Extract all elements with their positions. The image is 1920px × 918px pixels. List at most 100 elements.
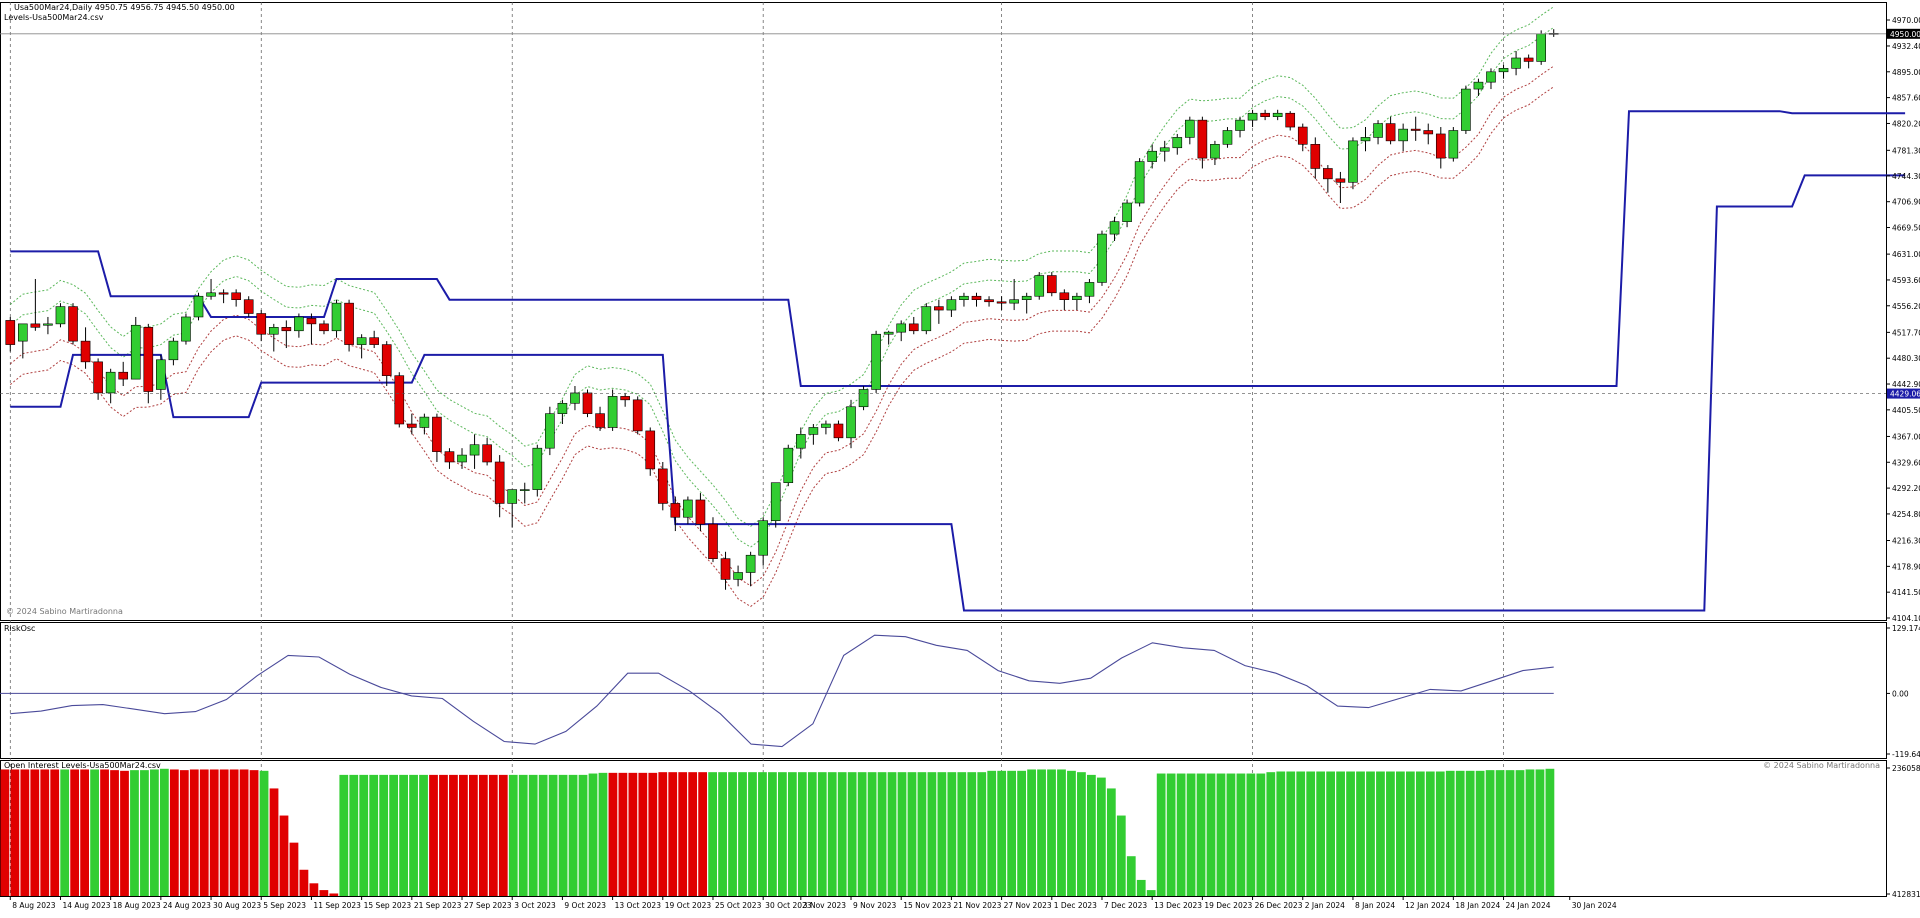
- date-tick-label: 25 Oct 2023: [715, 901, 762, 910]
- date-tick-label: 13 Dec 2023: [1154, 901, 1202, 910]
- open-interest-bar: [648, 773, 657, 896]
- candle-bull: [156, 360, 165, 390]
- date-tick-label: 19 Oct 2023: [665, 901, 712, 910]
- open-interest-bar: [339, 775, 348, 896]
- open-interest-bar: [329, 893, 338, 896]
- open-interest-bar: [389, 775, 398, 896]
- date-tick-label: 13 Oct 2023: [615, 901, 662, 910]
- indicator-title: Levels-Usa500Mar24.csv: [4, 13, 104, 22]
- date-tick-label: 3 Nov 2023: [803, 901, 846, 910]
- open-interest-bar: [359, 775, 368, 896]
- open-interest-bar: [419, 775, 428, 896]
- open-interest-bar: [569, 775, 578, 896]
- candle-bull: [1399, 129, 1408, 141]
- open-interest-bar: [868, 772, 877, 896]
- open-interest-bar: [1366, 771, 1375, 896]
- open-interest-bar: [1286, 771, 1295, 896]
- candle-bull: [1135, 162, 1144, 203]
- candle-bear: [319, 324, 328, 331]
- open-interest-bar: [210, 769, 219, 896]
- open-interest-bar: [698, 772, 707, 896]
- price-tick-label: 4932.40: [1892, 42, 1920, 51]
- open-interest-bar: [1027, 769, 1036, 896]
- price-tick-label: 4857.60: [1892, 94, 1920, 103]
- open-interest-bar: [60, 769, 69, 896]
- open-interest-bar: [280, 816, 289, 896]
- open-interest-bar: [758, 772, 767, 896]
- open-interest-bar: [559, 775, 568, 896]
- candle-bull: [746, 555, 755, 572]
- oi-title: Open Interest Levels-Usa500Mar24.csv: [4, 761, 161, 770]
- open-interest-bar: [260, 771, 269, 896]
- candle-bull: [1160, 148, 1169, 151]
- open-interest-tick-label: 412831.85: [1892, 890, 1920, 899]
- candle-bull: [357, 338, 366, 345]
- candle-bull: [1374, 124, 1383, 138]
- open-interest-bar: [748, 772, 757, 896]
- candle-bull: [520, 490, 529, 491]
- open-interest-bar: [1516, 770, 1525, 896]
- candle-bull: [947, 300, 956, 310]
- open-interest-bar: [100, 769, 109, 896]
- candle-bull: [1085, 282, 1094, 296]
- candle-bull: [1461, 89, 1470, 130]
- candle-bull: [508, 490, 517, 504]
- open-interest-bar: [858, 772, 867, 896]
- open-interest-bar: [429, 775, 438, 896]
- candle-bear: [257, 314, 266, 335]
- candle-bear: [345, 303, 354, 344]
- candle-bear: [621, 396, 630, 399]
- open-interest-bar: [828, 772, 837, 896]
- candle-bear: [1060, 293, 1069, 300]
- candle-bear: [633, 400, 642, 431]
- candle-bear: [1411, 129, 1420, 130]
- open-interest-bar: [130, 770, 139, 896]
- date-tick-label: 30 Aug 2023: [213, 901, 261, 910]
- candle-bull: [1348, 141, 1357, 182]
- open-interest-bar: [628, 773, 637, 896]
- open-interest-bar: [768, 772, 777, 896]
- date-tick-label: 12 Jan 2024: [1405, 901, 1450, 910]
- candle-bear: [1336, 179, 1345, 182]
- date-tick-label: 27 Sep 2023: [464, 901, 512, 910]
- date-tick-label: 8 Jan 2024: [1355, 901, 1395, 910]
- candle-bull: [294, 317, 303, 331]
- candle-bull: [1223, 130, 1232, 144]
- open-interest-bar: [1326, 771, 1335, 896]
- candle-bull: [131, 325, 140, 379]
- candle-bear: [495, 462, 504, 503]
- candle-bear: [1386, 124, 1395, 141]
- candle-bull: [332, 303, 341, 331]
- watermark-oi: © 2024 Sabino Martiradonna: [1763, 761, 1880, 770]
- open-interest-bar: [1067, 771, 1076, 896]
- open-interest-bar: [50, 769, 59, 896]
- price-tick-label: 4895.00: [1892, 68, 1920, 77]
- candle-bear: [144, 327, 153, 391]
- open-interest-bar: [10, 769, 19, 896]
- open-interest-bar: [1037, 769, 1046, 896]
- open-interest-bar: [1127, 856, 1136, 896]
- candle-bear: [583, 393, 592, 414]
- candle-bear: [81, 341, 90, 362]
- candle-bear: [395, 376, 404, 424]
- date-tick-label: 19 Dec 2023: [1204, 901, 1252, 910]
- date-tick-label: 27 Nov 2023: [1004, 901, 1052, 910]
- open-interest-bar: [509, 775, 518, 896]
- open-interest-bar: [957, 772, 966, 896]
- candle-bull: [608, 396, 617, 427]
- open-interest-bar: [579, 775, 588, 896]
- candle-bear: [445, 452, 454, 462]
- open-interest-bar: [1256, 774, 1265, 896]
- open-interest-bar: [1087, 775, 1096, 896]
- candle-bull: [734, 572, 743, 579]
- open-interest-bar: [738, 772, 747, 896]
- candle-bull: [1273, 113, 1282, 116]
- open-interest-bar: [499, 775, 508, 896]
- candle-bull: [1512, 58, 1521, 68]
- open-interest-bar: [818, 772, 827, 896]
- level-price-tag-label: 4429.06: [1890, 390, 1920, 399]
- open-interest-bar: [1147, 890, 1156, 896]
- open-interest-bar: [1117, 816, 1126, 896]
